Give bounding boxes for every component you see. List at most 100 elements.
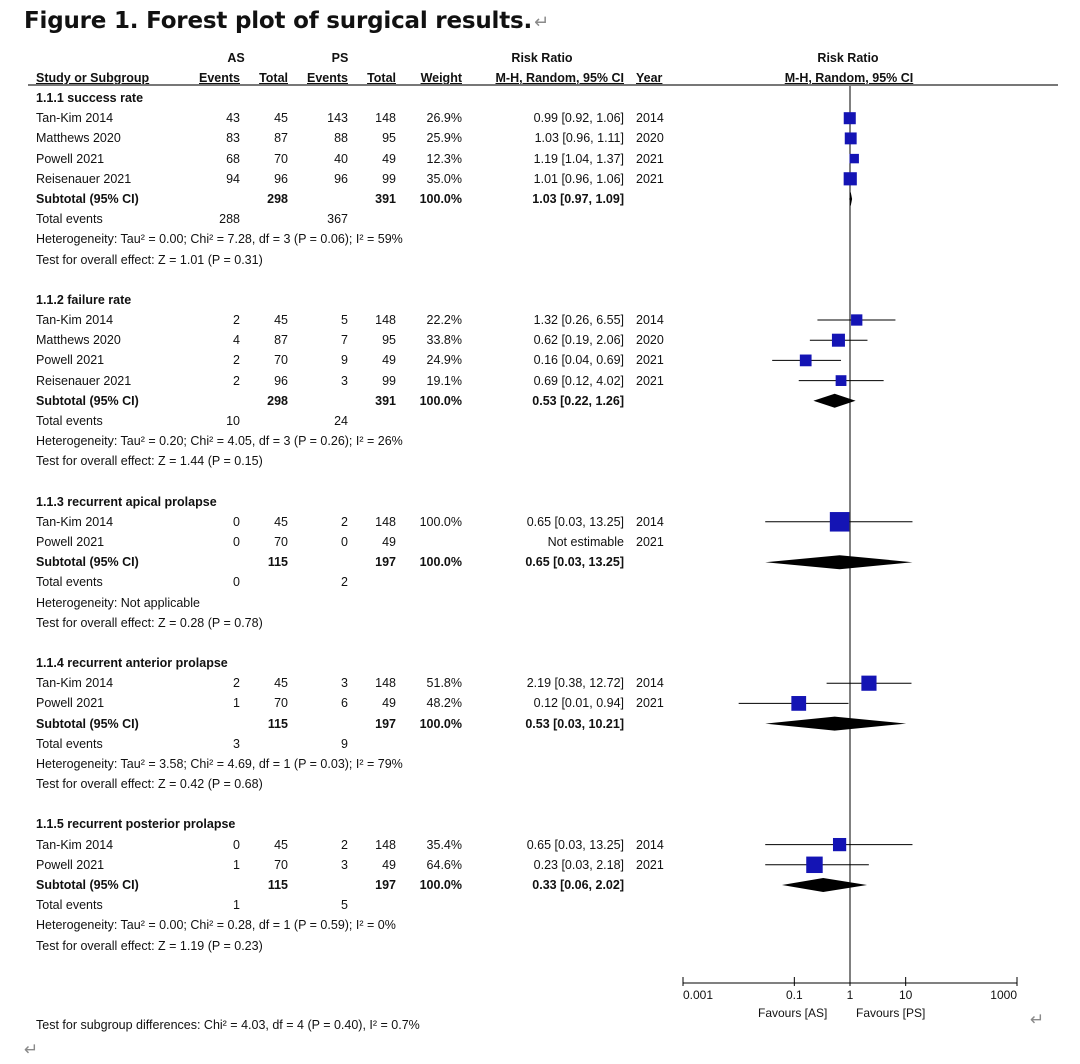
cell-risk-ratio: 1.19 [1.04, 1.37] [533, 151, 624, 166]
cell-ps-events: 9 [341, 353, 348, 368]
total-events-as: 10 [226, 414, 240, 428]
cell-weight: 24.9% [426, 353, 462, 368]
cell-as-events: 68 [226, 151, 240, 166]
total-events-label: Total events [36, 212, 103, 227]
col-header-ps-total: Total [367, 71, 396, 85]
cell-ps-events: 3 [341, 373, 348, 388]
cell-ps-events: 143 [327, 111, 348, 126]
study-name: Tan-Kim 2014 [36, 514, 114, 529]
cell-ps-events: 40 [334, 151, 348, 166]
cell-risk-ratio: 0.62 [0.19, 2.06] [533, 333, 624, 348]
cell-year: 2014 [636, 111, 664, 126]
heterogeneity-text: Heterogeneity: Tau² = 0.00; Chi² = 0.28,… [36, 918, 396, 933]
cell-weight: 12.3% [426, 151, 462, 166]
cell-as-events: 4 [233, 333, 240, 348]
total-events-label: Total events [36, 575, 103, 590]
subtotal-diamond [765, 716, 907, 731]
study-name: Powell 2021 [36, 535, 105, 549]
cell-as-events: 2 [233, 353, 240, 368]
subtotal-risk-ratio: 0.53 [0.03, 10.21] [525, 716, 624, 731]
cell-ps-total: 99 [382, 171, 396, 186]
cell-ps-total: 148 [375, 111, 396, 126]
cell-year: 2021 [636, 535, 664, 549]
figure-title-text: Figure 1. Forest plot of surgical result… [24, 8, 533, 34]
col-header-method-left: M-H, Random, 95% CI [495, 71, 625, 85]
subtotal-ps-total: 197 [375, 716, 396, 731]
cell-ps-events: 3 [341, 676, 348, 691]
cell-year: 2021 [636, 373, 664, 388]
cell-risk-ratio: 0.16 [0.04, 0.69] [533, 353, 624, 368]
subtotal-as-total: 115 [267, 716, 288, 731]
favours-as-label: Favours [AS] [758, 1006, 828, 1020]
study-name: Tan-Kim 2014 [36, 676, 114, 691]
subgroup-title: 1.1.2 failure rate [36, 292, 132, 307]
total-events-as: 288 [219, 212, 240, 227]
total-events-label: Total events [36, 736, 103, 751]
cell-as-events: 43 [226, 111, 240, 126]
risk-ratio-header-right: Risk Ratio [817, 51, 879, 65]
figure-title: Figure 1. Forest plot of surgical result… [24, 8, 549, 34]
cell-as-total: 70 [274, 535, 288, 549]
cell-year: 2020 [636, 333, 664, 348]
subtotal-as-total: 115 [267, 878, 288, 892]
cell-weight: 51.8% [426, 676, 462, 691]
subtotal-diamond [765, 555, 913, 570]
cell-weight: 25.9% [426, 131, 462, 146]
cell-ps-total: 95 [382, 333, 396, 348]
subtotal-risk-ratio: 1.03 [0.97, 1.09] [532, 192, 624, 206]
subtotal-as-total: 115 [267, 555, 288, 570]
cell-as-events: 2 [233, 373, 240, 388]
cell-ps-events: 2 [341, 837, 348, 852]
subtotal-weight: 100.0% [419, 192, 462, 206]
cell-as-total: 70 [274, 151, 288, 166]
cell-year: 2021 [636, 696, 664, 711]
subtotal-weight: 100.0% [419, 878, 462, 892]
subtotal-diamond [849, 192, 853, 206]
cell-year: 2014 [636, 837, 664, 852]
cell-as-events: 1 [233, 857, 240, 872]
cell-ps-total: 148 [375, 514, 396, 529]
cell-risk-ratio: Not estimable [547, 535, 624, 549]
cell-ps-total: 99 [382, 373, 396, 388]
cell-weight: 64.6% [426, 857, 462, 872]
cell-year: 2014 [636, 676, 664, 691]
cell-ps-total: 95 [382, 131, 396, 146]
study-point-estimate [843, 112, 856, 125]
cell-year: 2021 [636, 353, 664, 368]
cell-risk-ratio: 2.19 [0.38, 12.72] [526, 676, 624, 691]
x-axis-tick-label: 10 [899, 988, 913, 1002]
cell-as-total: 96 [274, 171, 288, 186]
cell-year: 2014 [636, 514, 664, 529]
cell-as-events: 1 [233, 696, 240, 711]
cell-risk-ratio: 0.23 [0.03, 2.18] [533, 857, 624, 872]
overall-effect-text: Test for overall effect: Z = 0.42 (P = 0… [36, 777, 263, 792]
cell-risk-ratio: 0.65 [0.03, 13.25] [526, 514, 624, 529]
study-name: Reisenauer 2021 [36, 171, 132, 186]
cell-ps-total: 49 [382, 857, 396, 872]
cell-ps-events: 5 [341, 313, 348, 327]
cell-ps-total: 49 [382, 696, 396, 711]
subtotal-ps-total: 197 [375, 555, 396, 570]
cell-risk-ratio: 1.32 [0.26, 6.55] [533, 313, 624, 327]
cell-risk-ratio: 0.69 [0.12, 4.02] [533, 373, 624, 388]
subtotal-weight: 100.0% [419, 393, 462, 408]
subtotal-weight: 100.0% [419, 716, 462, 731]
cell-as-total: 70 [274, 353, 288, 368]
subtotal-risk-ratio: 0.33 [0.06, 2.02] [532, 878, 624, 892]
paragraph-mark-right: ↵ [1030, 1010, 1045, 1030]
heterogeneity-text: Heterogeneity: Not applicable [36, 595, 200, 610]
total-events-ps: 2 [341, 575, 348, 590]
cell-risk-ratio: 0.99 [0.92, 1.06] [533, 111, 624, 126]
cell-ps-total: 148 [375, 676, 396, 691]
cell-ps-total: 49 [382, 151, 396, 166]
cell-ps-events: 3 [341, 857, 348, 872]
study-point-estimate [849, 153, 859, 164]
col-header-method-right: M-H, Random, 95% CI [784, 71, 914, 85]
x-axis-tick-label: 0.001 [683, 988, 713, 1002]
study-point-estimate [835, 375, 847, 386]
study-point-estimate [831, 333, 845, 347]
x-axis-tick-label: 0.1 [786, 988, 803, 1002]
subtotal-ps-total: 391 [375, 192, 396, 206]
cell-as-total: 45 [274, 111, 288, 126]
